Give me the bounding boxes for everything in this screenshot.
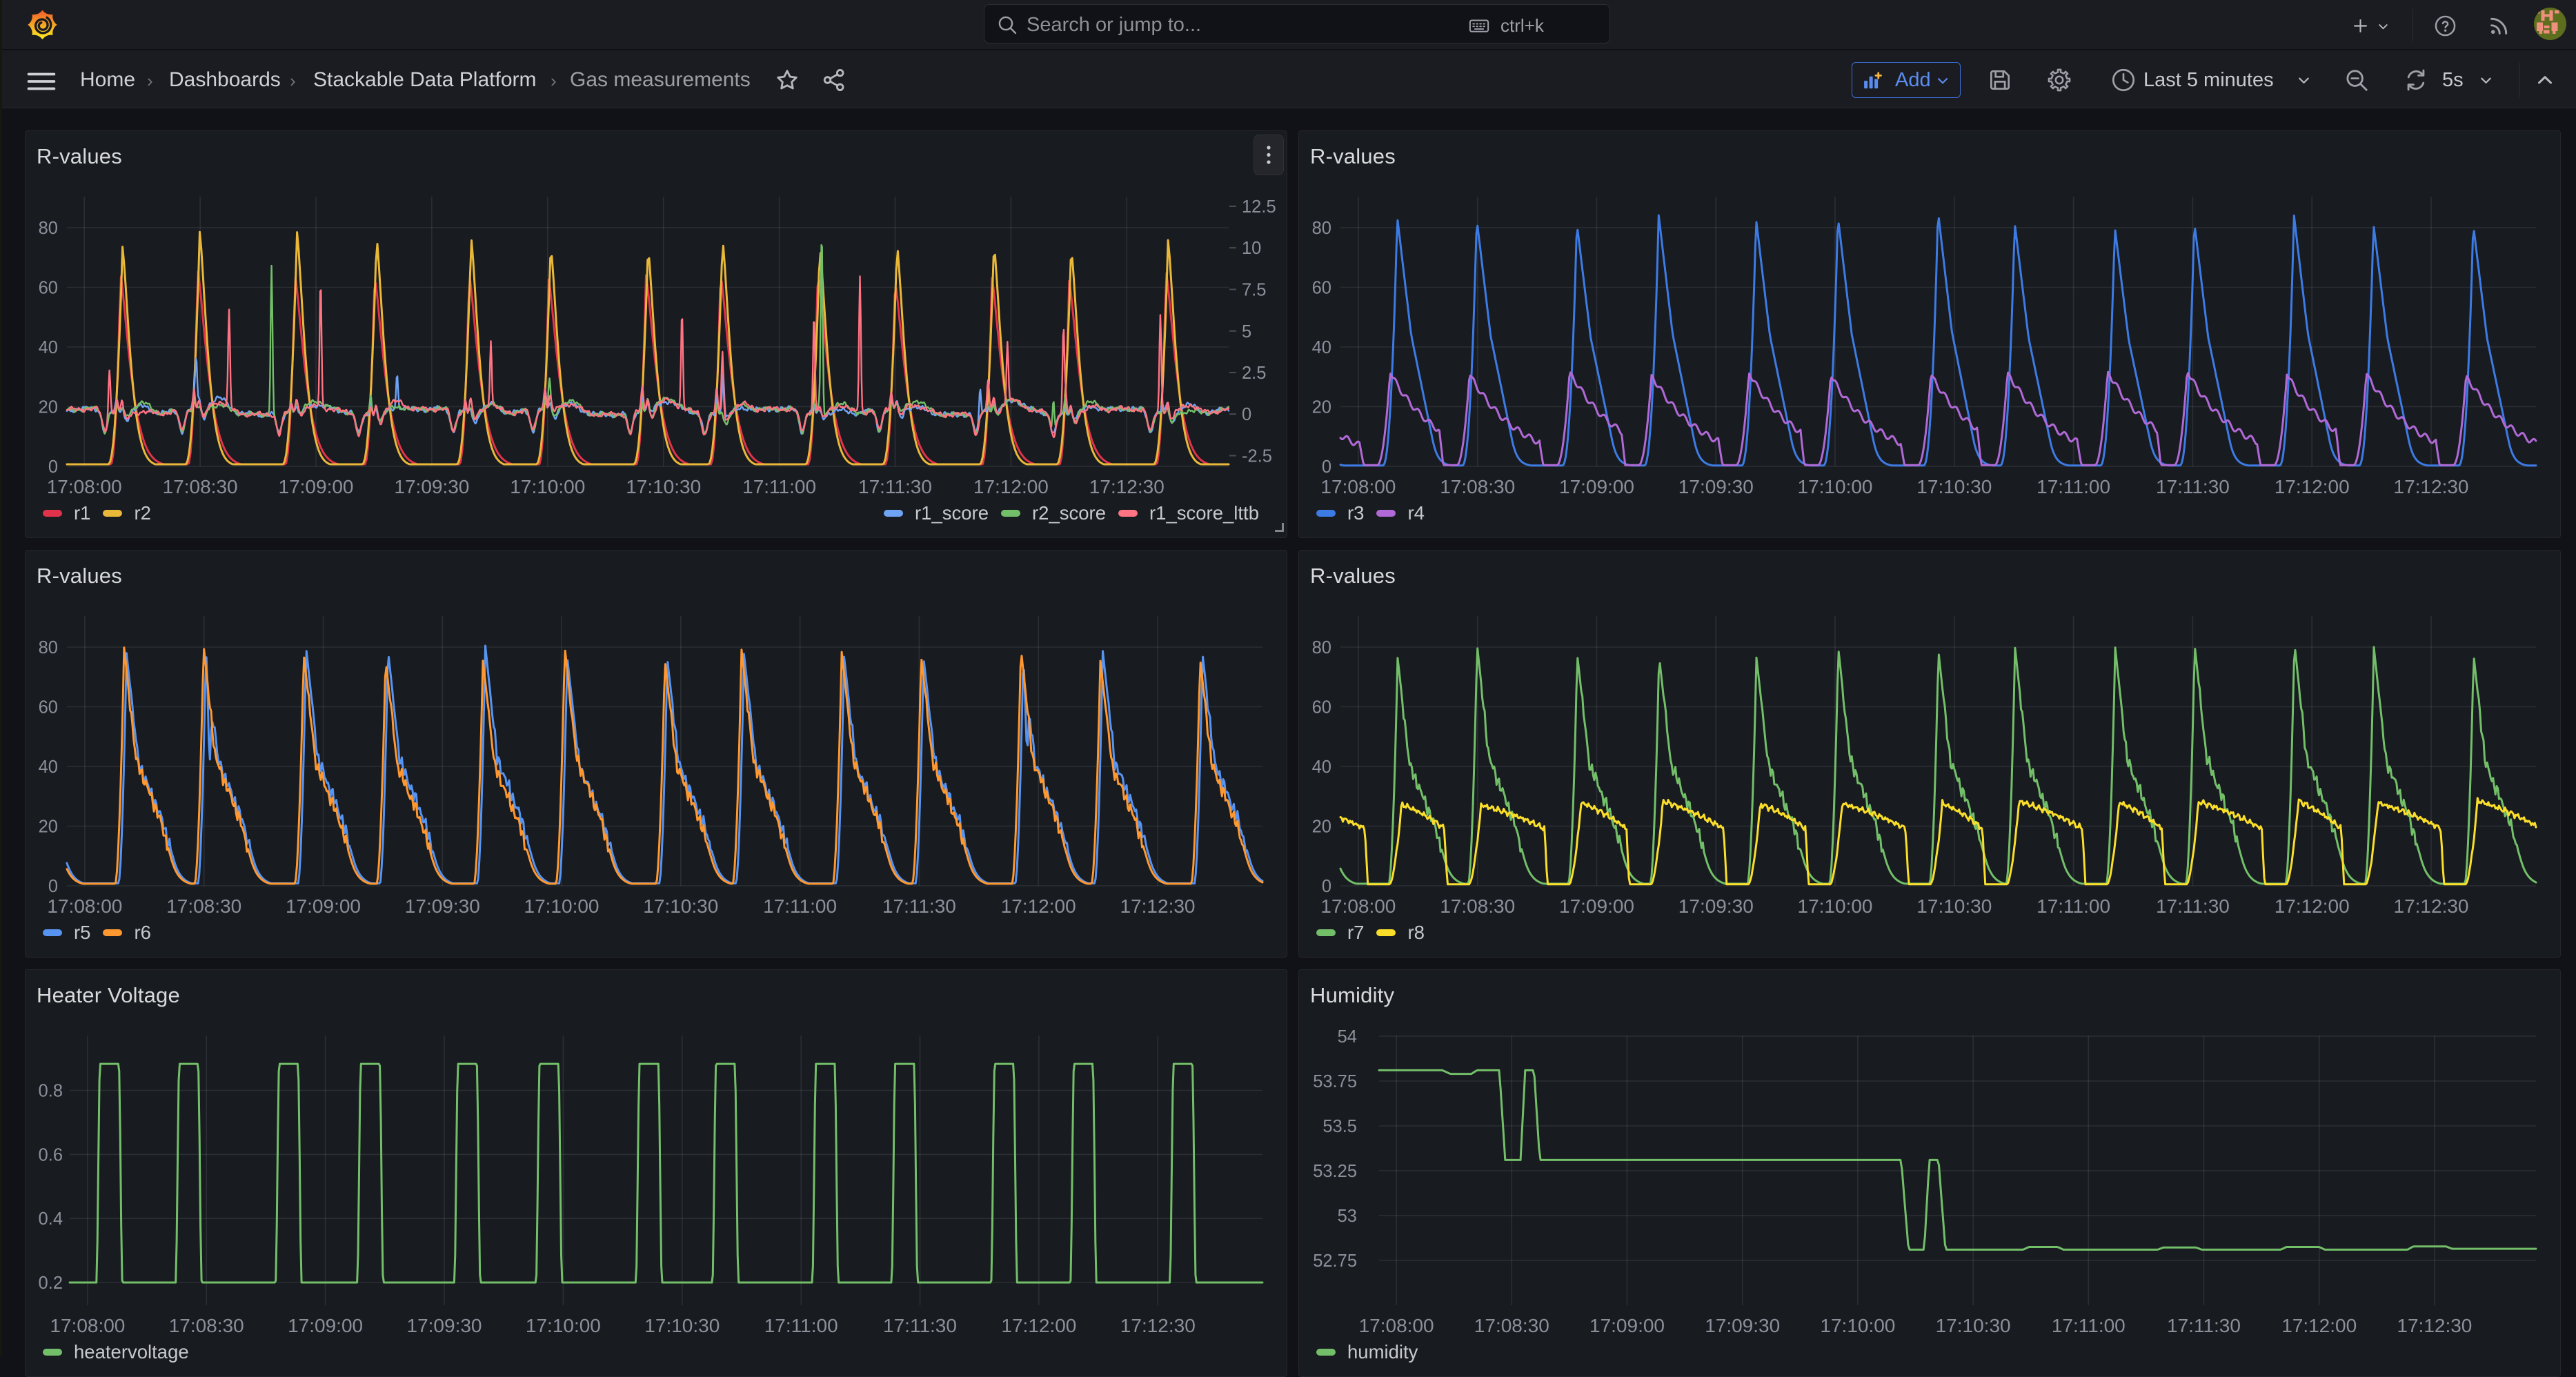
svg-text:17:08:30: 17:08:30 bbox=[166, 895, 241, 917]
svg-text:17:12:00: 17:12:00 bbox=[2275, 895, 2350, 917]
svg-text:0: 0 bbox=[1242, 405, 1251, 424]
svg-text:0: 0 bbox=[1322, 877, 1331, 896]
svg-text:17:11:30: 17:11:30 bbox=[2156, 476, 2230, 497]
svg-text:5: 5 bbox=[1242, 322, 1251, 341]
svg-text:17:08:00: 17:08:00 bbox=[1359, 1315, 1434, 1336]
svg-text:17:12:30: 17:12:30 bbox=[2397, 1315, 2472, 1336]
svg-text:60: 60 bbox=[1312, 698, 1331, 717]
svg-text:17:09:30: 17:09:30 bbox=[405, 895, 480, 917]
svg-text:52.75: 52.75 bbox=[1313, 1251, 1357, 1271]
svg-text:17:10:30: 17:10:30 bbox=[644, 1315, 720, 1336]
svg-text:17:09:30: 17:09:30 bbox=[394, 476, 469, 497]
svg-text:80: 80 bbox=[1312, 638, 1331, 657]
svg-text:17:08:00: 17:08:00 bbox=[47, 476, 122, 497]
svg-text:17:09:00: 17:09:00 bbox=[1559, 895, 1634, 917]
svg-text:53.25: 53.25 bbox=[1313, 1162, 1357, 1181]
svg-text:17:09:00: 17:09:00 bbox=[288, 1315, 363, 1336]
svg-text:54: 54 bbox=[1338, 1027, 1357, 1047]
svg-text:17:11:00: 17:11:00 bbox=[764, 1315, 838, 1336]
svg-text:53: 53 bbox=[1338, 1207, 1357, 1226]
svg-text:10: 10 bbox=[1242, 239, 1261, 258]
svg-text:17:10:00: 17:10:00 bbox=[1820, 1315, 1895, 1336]
svg-text:0.6: 0.6 bbox=[39, 1145, 63, 1165]
svg-text:17:10:30: 17:10:30 bbox=[1916, 895, 1992, 917]
svg-text:80: 80 bbox=[39, 219, 58, 238]
svg-text:40: 40 bbox=[39, 757, 58, 777]
svg-text:17:12:00: 17:12:00 bbox=[2281, 1315, 2357, 1336]
svg-text:80: 80 bbox=[39, 638, 58, 657]
svg-text:17:12:30: 17:12:30 bbox=[1089, 476, 1165, 497]
svg-text:20: 20 bbox=[1312, 818, 1331, 837]
svg-text:17:11:30: 17:11:30 bbox=[858, 476, 932, 497]
svg-text:17:09:30: 17:09:30 bbox=[407, 1315, 482, 1336]
svg-text:17:08:30: 17:08:30 bbox=[1474, 1315, 1549, 1336]
svg-text:60: 60 bbox=[39, 279, 58, 298]
svg-text:17:09:00: 17:09:00 bbox=[1589, 1315, 1665, 1336]
svg-text:17:12:00: 17:12:00 bbox=[2275, 476, 2350, 497]
svg-text:53.75: 53.75 bbox=[1313, 1072, 1357, 1091]
svg-text:0.2: 0.2 bbox=[39, 1274, 63, 1293]
svg-text:17:11:30: 17:11:30 bbox=[883, 1315, 957, 1336]
svg-text:17:11:30: 17:11:30 bbox=[2156, 895, 2230, 917]
svg-text:17:10:00: 17:10:00 bbox=[1798, 476, 1873, 497]
svg-text:-2.5: -2.5 bbox=[1242, 447, 1272, 466]
svg-text:60: 60 bbox=[39, 698, 58, 717]
svg-text:17:10:00: 17:10:00 bbox=[526, 1315, 601, 1336]
svg-text:17:10:30: 17:10:30 bbox=[626, 476, 701, 497]
svg-text:17:10:30: 17:10:30 bbox=[1936, 1315, 2011, 1336]
svg-text:17:10:30: 17:10:30 bbox=[643, 895, 718, 917]
svg-text:17:09:00: 17:09:00 bbox=[279, 476, 354, 497]
svg-text:40: 40 bbox=[1312, 338, 1331, 357]
svg-text:17:08:00: 17:08:00 bbox=[1320, 895, 1396, 917]
svg-text:17:09:30: 17:09:30 bbox=[1705, 1315, 1780, 1336]
svg-text:17:08:00: 17:08:00 bbox=[47, 895, 122, 917]
svg-text:12.5: 12.5 bbox=[1242, 197, 1276, 217]
svg-text:0.8: 0.8 bbox=[39, 1082, 63, 1101]
svg-text:17:11:30: 17:11:30 bbox=[882, 895, 956, 917]
svg-text:17:12:00: 17:12:00 bbox=[1001, 895, 1076, 917]
svg-text:17:11:00: 17:11:00 bbox=[2052, 1315, 2126, 1336]
svg-text:17:10:00: 17:10:00 bbox=[510, 476, 585, 497]
svg-text:17:10:30: 17:10:30 bbox=[1916, 476, 1992, 497]
svg-text:17:10:00: 17:10:00 bbox=[1798, 895, 1873, 917]
svg-text:17:09:30: 17:09:30 bbox=[1678, 895, 1754, 917]
svg-text:17:12:00: 17:12:00 bbox=[973, 476, 1049, 497]
svg-text:17:09:00: 17:09:00 bbox=[286, 895, 361, 917]
svg-text:17:11:30: 17:11:30 bbox=[2167, 1315, 2241, 1336]
svg-text:17:11:00: 17:11:00 bbox=[742, 476, 816, 497]
svg-text:0: 0 bbox=[1322, 457, 1331, 477]
svg-text:0: 0 bbox=[48, 877, 58, 896]
svg-text:20: 20 bbox=[1312, 398, 1331, 417]
svg-text:40: 40 bbox=[39, 338, 58, 357]
svg-text:17:08:30: 17:08:30 bbox=[163, 476, 238, 497]
svg-text:20: 20 bbox=[39, 818, 58, 837]
svg-text:17:08:30: 17:08:30 bbox=[1440, 895, 1515, 917]
svg-text:17:12:30: 17:12:30 bbox=[2394, 476, 2469, 497]
svg-text:17:12:30: 17:12:30 bbox=[2394, 895, 2469, 917]
svg-text:17:12:00: 17:12:00 bbox=[1001, 1315, 1076, 1336]
svg-text:40: 40 bbox=[1312, 757, 1331, 777]
svg-text:2.5: 2.5 bbox=[1242, 364, 1266, 383]
svg-text:0: 0 bbox=[48, 457, 58, 477]
svg-text:17:11:00: 17:11:00 bbox=[763, 895, 837, 917]
svg-text:17:12:30: 17:12:30 bbox=[1120, 895, 1196, 917]
svg-text:17:10:00: 17:10:00 bbox=[524, 895, 600, 917]
svg-text:20: 20 bbox=[39, 398, 58, 417]
svg-text:17:08:00: 17:08:00 bbox=[1320, 476, 1396, 497]
svg-text:17:12:30: 17:12:30 bbox=[1120, 1315, 1196, 1336]
svg-text:17:08:30: 17:08:30 bbox=[169, 1315, 244, 1336]
svg-text:17:08:30: 17:08:30 bbox=[1440, 476, 1515, 497]
svg-text:53.5: 53.5 bbox=[1322, 1117, 1357, 1136]
svg-text:80: 80 bbox=[1312, 219, 1331, 238]
svg-text:0.4: 0.4 bbox=[39, 1209, 63, 1229]
svg-text:60: 60 bbox=[1312, 279, 1331, 298]
svg-text:17:09:30: 17:09:30 bbox=[1678, 476, 1754, 497]
svg-text:17:11:00: 17:11:00 bbox=[2037, 476, 2110, 497]
svg-text:17:09:00: 17:09:00 bbox=[1559, 476, 1634, 497]
svg-text:17:08:00: 17:08:00 bbox=[50, 1315, 125, 1336]
svg-text:17:11:00: 17:11:00 bbox=[2037, 895, 2110, 917]
svg-text:7.5: 7.5 bbox=[1242, 281, 1266, 300]
